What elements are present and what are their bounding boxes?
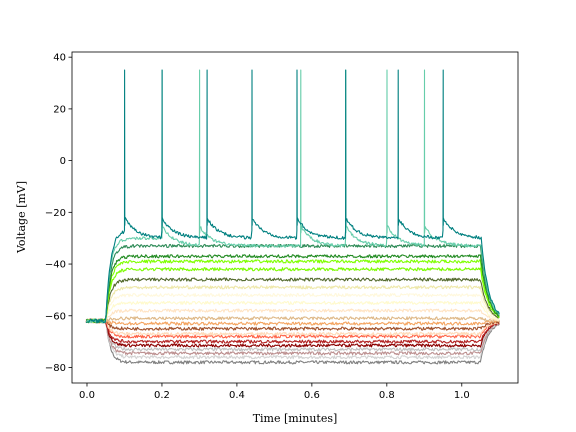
voltage-trace-0	[85, 318, 500, 365]
y-tick-label: 20	[53, 104, 66, 115]
voltage-trace-21	[85, 69, 500, 324]
y-tick-label: −60	[45, 311, 66, 322]
voltage-trace-14	[85, 285, 500, 324]
voltage-trace-5	[85, 318, 500, 344]
trace-layer	[85, 69, 500, 365]
voltage-trace-7	[85, 318, 500, 336]
y-tick-label: 40	[53, 53, 66, 64]
x-axis-label: Time [minutes]	[253, 412, 338, 425]
x-tick-label: 0.0	[79, 390, 95, 401]
y-tick-label: −40	[45, 260, 66, 271]
voltage-trace-3	[85, 318, 500, 352]
voltage-trace-15	[85, 277, 500, 324]
voltage-trace-17	[85, 259, 500, 324]
voltage-trace-9	[85, 318, 500, 326]
y-tick-label: −20	[45, 208, 66, 219]
y-tick-label: −80	[45, 363, 66, 374]
voltage-trace-11	[85, 308, 500, 324]
x-axis: 0.0 0.2 0.4 0.6 0.8 1.0	[79, 383, 470, 401]
plot-frame	[71, 51, 519, 384]
voltage-trace-10	[85, 316, 500, 324]
voltage-trace-8	[85, 318, 500, 331]
y-tick-label: 0	[60, 156, 66, 167]
x-tick-label: 1.0	[454, 390, 470, 401]
voltage-trace-4	[85, 318, 500, 348]
x-tick-label: 0.2	[154, 390, 170, 401]
x-tick-label: 0.4	[229, 390, 245, 401]
voltage-trace-16	[86, 267, 500, 324]
voltage-trace-18	[86, 254, 500, 324]
voltage-trace-12	[85, 300, 500, 324]
voltage-trace-13	[85, 292, 500, 324]
voltage-trace-2	[85, 318, 500, 356]
voltage-trace-1	[86, 318, 500, 360]
x-tick-label: 0.6	[304, 390, 320, 401]
y-axis: −80 −60 −40 −20 0 20 40	[45, 53, 72, 374]
y-axis-label: Voltage [mV]	[15, 181, 28, 254]
x-tick-label: 0.8	[379, 390, 395, 401]
